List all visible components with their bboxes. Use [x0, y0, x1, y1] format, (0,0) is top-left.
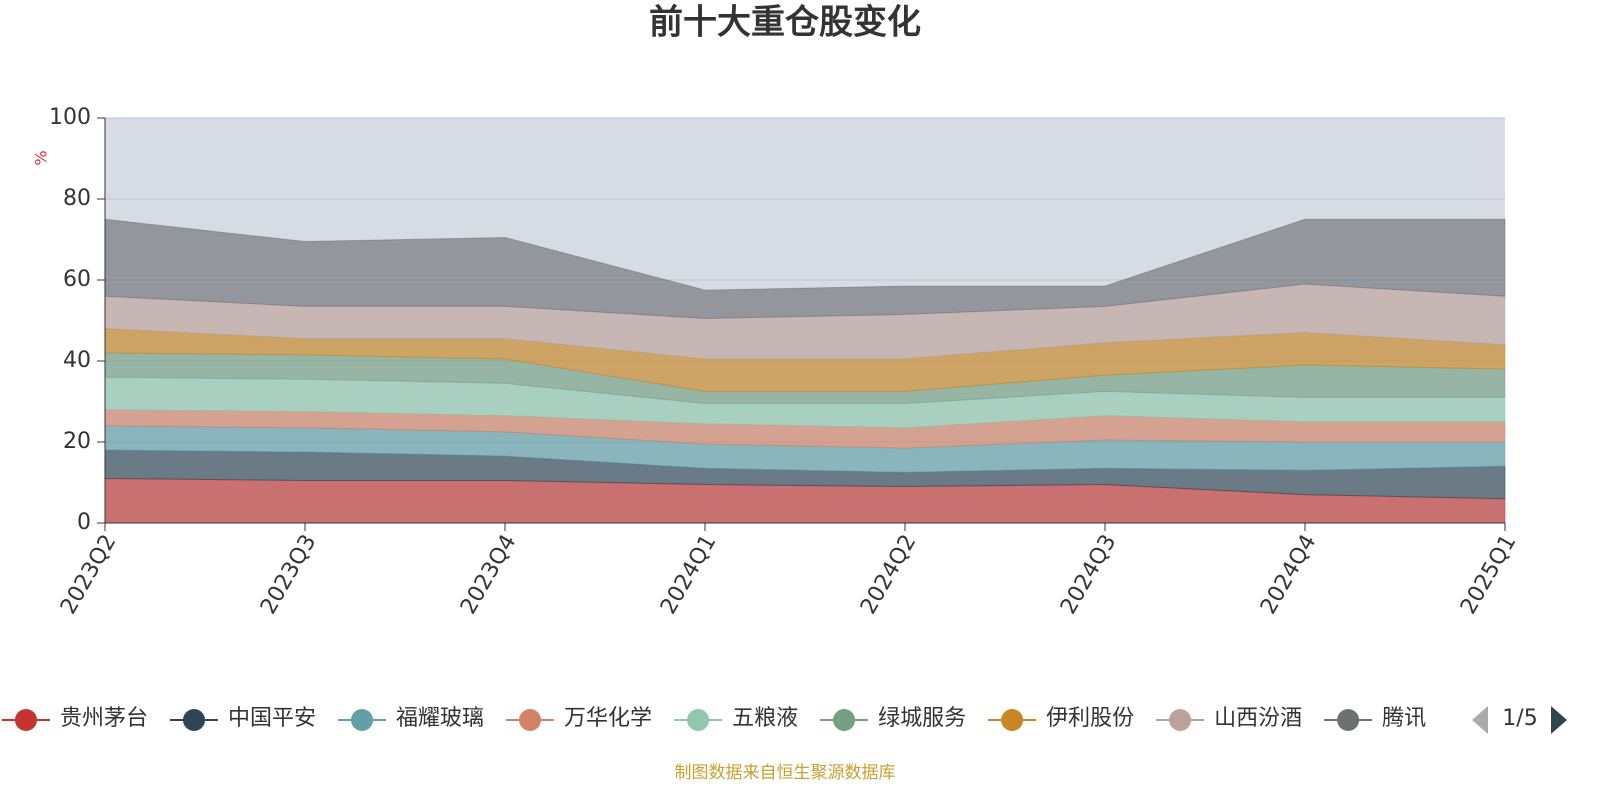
y-tick-label: 60 — [63, 267, 91, 292]
legend-marker — [1169, 709, 1192, 731]
x-tick-label: 2024Q3 — [1056, 531, 1121, 619]
legend-label[interactable]: 绿城服务 — [878, 706, 966, 731]
legend-label[interactable]: 福耀玻璃 — [396, 706, 484, 731]
legend-label[interactable]: 伊利股份 — [1046, 706, 1134, 731]
y-tick-label: 20 — [63, 429, 91, 454]
legend-label[interactable]: 万华化学 — [564, 706, 652, 731]
x-tick-label: 2024Q4 — [1256, 531, 1321, 619]
x-tick-label: 2024Q1 — [656, 531, 721, 619]
legend-marker — [183, 709, 206, 731]
x-tick-label: 2025Q1 — [1456, 531, 1521, 619]
y-tick-label: 40 — [63, 348, 91, 373]
y-axis-label: % — [32, 150, 51, 165]
legend-prev[interactable] — [1472, 706, 1488, 734]
legend: 贵州茅台 中国平安 福耀玻璃 万华化学 五粮液 绿城服务 伊利股份 山西汾酒 腾讯 — [2, 706, 1426, 731]
legend-marker — [15, 709, 37, 731]
legend-marker — [687, 709, 710, 731]
x-tick-label: 2023Q3 — [256, 531, 321, 619]
chart-title: 前十大重仓股变化 — [649, 3, 921, 43]
legend-label[interactable]: 山西汾酒 — [1214, 706, 1302, 731]
legend-label[interactable]: 五粮液 — [732, 706, 798, 731]
x-tick-label: 2023Q2 — [56, 531, 121, 619]
x-tick-label: 2023Q4 — [456, 531, 521, 619]
y-tick-label: 100 — [49, 105, 91, 130]
legend-marker — [519, 709, 542, 731]
legend-marker — [351, 709, 374, 731]
legend-page: 1/5 — [1502, 706, 1537, 731]
legend-next[interactable] — [1551, 706, 1567, 734]
y-tick-label: 0 — [77, 510, 91, 535]
legend-marker — [1337, 709, 1360, 731]
legend-label[interactable]: 贵州茅台 — [60, 706, 148, 731]
legend-marker — [1001, 709, 1024, 731]
x-tick-label: 2024Q2 — [856, 531, 921, 619]
area — [104, 218, 1506, 319]
source-note: 制图数据来自恒生聚源数据库 — [675, 763, 896, 783]
legend-label[interactable]: 腾讯 — [1382, 706, 1426, 731]
y-tick-label: 80 — [63, 186, 91, 211]
legend-marker — [833, 709, 856, 731]
legend-label[interactable]: 中国平安 — [228, 706, 316, 731]
